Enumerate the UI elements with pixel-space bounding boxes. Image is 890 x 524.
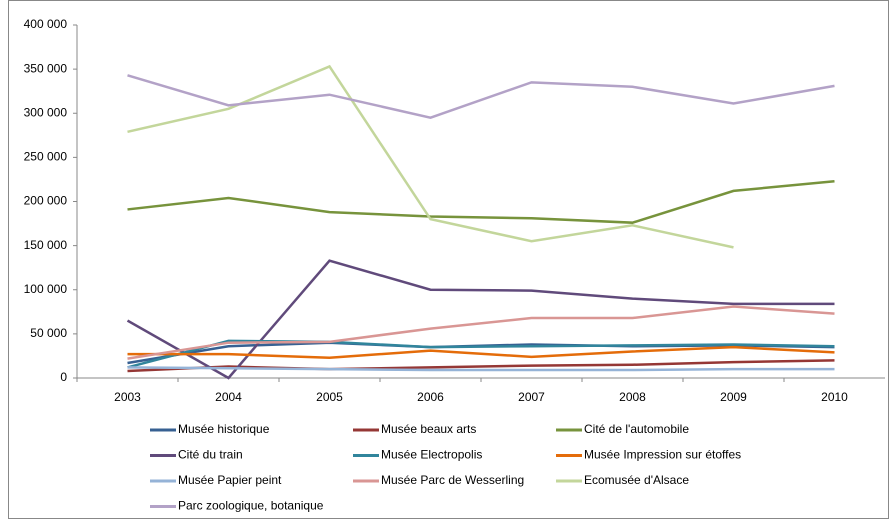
legend-label: Musée Impression sur étoffes — [584, 448, 741, 462]
x-tick-label: 2010 — [821, 390, 848, 404]
legend-label: Musée beaux arts — [381, 422, 476, 436]
series-line — [126, 259, 835, 380]
legend-label: Ecomusée d'Alsace — [584, 473, 689, 487]
series-line — [127, 345, 835, 359]
legend-label: Musée Parc de Wesserling — [381, 473, 524, 487]
chart-frame — [8, 0, 889, 519]
x-tick-label: 2004 — [215, 390, 242, 404]
x-tick-label: 2006 — [417, 390, 444, 404]
series-line — [127, 359, 835, 373]
x-tick-label: 2008 — [619, 390, 646, 404]
series-line — [127, 74, 835, 119]
legend-label: Parc zoologique, botanique — [178, 499, 324, 513]
legend-label: Musée Papier peint — [178, 473, 282, 487]
legend-label: Musée historique — [178, 422, 270, 436]
y-tick-label: 50 000 — [30, 326, 67, 340]
y-tick-label: 200 000 — [24, 194, 68, 208]
series-line — [127, 179, 835, 224]
series-line — [127, 305, 835, 360]
y-tick-label: 100 000 — [24, 282, 68, 296]
x-tick-label: 2005 — [316, 390, 343, 404]
legend-label: Cité du train — [178, 448, 243, 462]
y-tick-label: 150 000 — [24, 238, 68, 252]
x-tick-label: 2007 — [518, 390, 545, 404]
series-line — [127, 366, 835, 372]
y-tick-label: 0 — [60, 370, 67, 384]
x-tick-label: 2003 — [114, 390, 141, 404]
legend-label: Cité de l'automobile — [584, 422, 689, 436]
x-tick-label: 2009 — [720, 390, 747, 404]
legend-label: Musée Electropolis — [381, 448, 482, 462]
y-tick-label: 400 000 — [24, 17, 68, 31]
y-tick-label: 250 000 — [24, 150, 68, 164]
series-line — [127, 64, 734, 249]
y-tick-label: 350 000 — [24, 61, 68, 75]
series-line — [127, 339, 835, 369]
y-tick-label: 300 000 — [24, 105, 68, 119]
